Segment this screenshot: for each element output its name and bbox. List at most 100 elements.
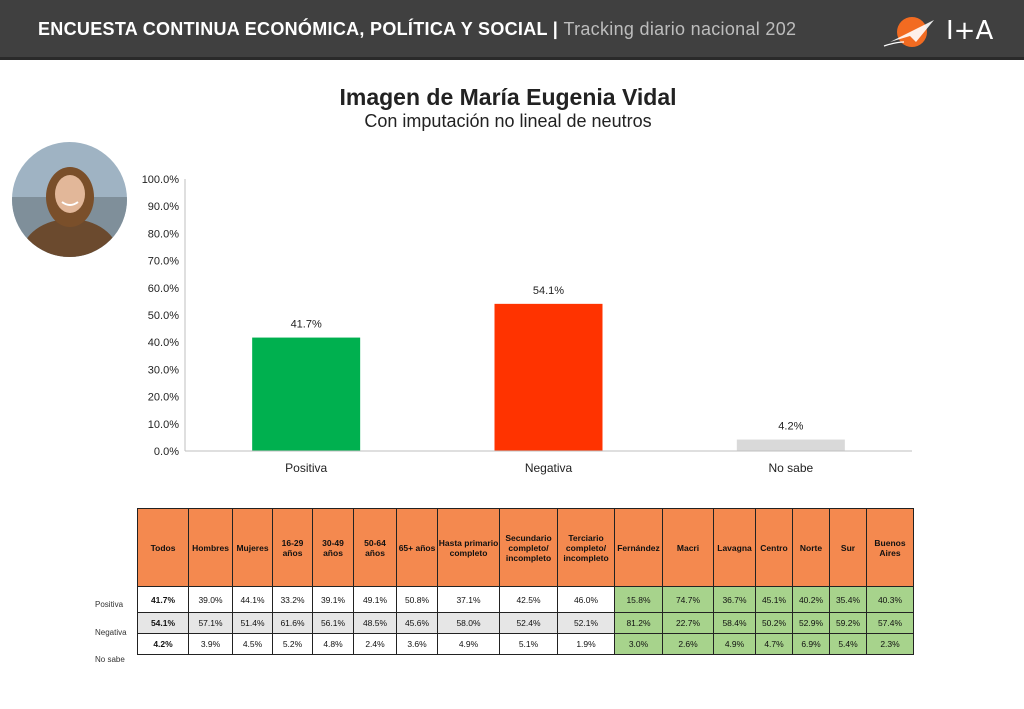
table-cell: 45.6% — [396, 612, 438, 634]
table-cell: 42.5% — [499, 586, 558, 613]
portrait-image — [12, 142, 127, 257]
table-cell: 1.9% — [557, 633, 615, 655]
table-header-cell: Secundario completo/ incompleto — [499, 508, 558, 587]
table-cell: 59.2% — [829, 612, 867, 634]
table-body: 41.7% 39.0% 44.1% 33.2% 39.1% 49.1% 50.8% 37.1%… — [137, 586, 914, 655]
table-cell: 58.4% — [713, 612, 756, 634]
table-cell: 52.9% — [792, 612, 830, 634]
table-cell: 58.0% — [437, 612, 500, 634]
table-cell: 3.6% — [396, 633, 438, 655]
table-header-cell: Terciario completo/ incompleto — [557, 508, 615, 587]
survey-subtitle: Tracking diario nacional 202 — [563, 19, 797, 39]
chart-title: Imagen de María Eugenia Vidal — [339, 84, 677, 110]
y-tick-label: 40.0% — [148, 337, 179, 349]
table-row: 54.1% 57.1% 51.4% 61.6% 56.1% 48.5% 45.6% 58.0%… — [137, 612, 914, 634]
table-cell: 48.5% — [353, 612, 397, 634]
breakdown-table: Todos Hombres Mujeres 16-29 años 30-49 años 5… — [137, 508, 914, 655]
table-cell: 54.1% — [137, 612, 189, 634]
table-cell: 50.8% — [396, 586, 438, 613]
data-label: 41.7% — [291, 319, 322, 331]
bar-chart: 0.0% 10.0% 20.0% 30.0% 40.0% 50.0% 60.0% 70.0% 8… — [142, 174, 912, 475]
table-cell: 2.3% — [866, 633, 914, 655]
table-cell: 3.0% — [614, 633, 663, 655]
table-header-cell: 65+ años — [396, 508, 438, 587]
y-tick-label: 80.0% — [148, 228, 179, 240]
table-cell: 49.1% — [353, 586, 397, 613]
table-cell: 61.6% — [272, 612, 313, 634]
table-cell: 4.8% — [312, 633, 354, 655]
table-cell: 36.7% — [713, 586, 756, 613]
table-row: 4.2% 3.9% 4.5% 5.2% 4.8% 2.4% 3.6% 4.9% 5.1% 1.9%… — [137, 633, 914, 655]
row-label: Positiva — [95, 600, 124, 609]
logo-text: I+A — [946, 16, 994, 46]
table-cell: 22.7% — [662, 612, 714, 634]
table-cell: 39.1% — [312, 586, 354, 613]
table-cell: 37.1% — [437, 586, 500, 613]
bar-no-sabe — [736, 439, 845, 451]
table-cell: 81.2% — [614, 612, 663, 634]
table-cell: 33.2% — [272, 586, 313, 613]
y-tick-label: 30.0% — [148, 364, 179, 376]
table-cell: 4.9% — [713, 633, 756, 655]
table-header-cell: Mujeres — [232, 508, 273, 587]
header-bar: ENCUESTA CONTINUA ECONÓMICA, POLÍTICA Y … — [0, 0, 1024, 60]
x-tick-label: No sabe — [768, 461, 813, 475]
table-row: 41.7% 39.0% 44.1% 33.2% 39.1% 49.1% 50.8% 37.1%… — [137, 586, 914, 613]
table-cell: 2.4% — [353, 633, 397, 655]
table-header-cell: Buenos Aires — [866, 508, 914, 587]
bar-negativa — [494, 303, 603, 451]
table-cell: 6.9% — [792, 633, 830, 655]
table-cell: 4.2% — [137, 633, 189, 655]
bar-positiva — [252, 337, 361, 451]
survey-title-text: ENCUESTA CONTINUA ECONÓMICA, POLÍTICA Y … — [38, 19, 559, 39]
x-tick-label: Positiva — [285, 461, 327, 475]
table-cell: 40.2% — [792, 586, 830, 613]
table-header-cell: 16-29 años — [272, 508, 313, 587]
table-cell: 39.0% — [188, 586, 233, 613]
table-header-cell: Fernández — [614, 508, 663, 587]
table-header-cell: Lavagna — [713, 508, 756, 587]
table-cell: 5.1% — [499, 633, 558, 655]
x-tick-label: Negativa — [525, 461, 573, 475]
table-cell: 15.8% — [614, 586, 663, 613]
y-tick-label: 70.0% — [148, 256, 179, 268]
data-label: 54.1% — [533, 285, 564, 297]
table-header-cell: Macri — [662, 508, 714, 587]
table-cell: 52.4% — [499, 612, 558, 634]
table-header-cell: Todos — [137, 508, 189, 587]
table-cell: 4.9% — [437, 633, 500, 655]
table-cell: 52.1% — [557, 612, 615, 634]
table-cell: 3.9% — [188, 633, 233, 655]
table-header-cell: Sur — [829, 508, 867, 587]
table-header-cell: Centro — [755, 508, 793, 587]
table-header-row: Todos Hombres Mujeres 16-29 años 30-49 años 5… — [137, 508, 914, 587]
table-cell: 51.4% — [232, 612, 273, 634]
y-tick-label: 90.0% — [148, 201, 179, 213]
row-label: Negativa — [95, 628, 127, 637]
table-cell: 41.7% — [137, 586, 189, 613]
table-cell: 5.4% — [829, 633, 867, 655]
bars-group: 41.7% 54.1% 4.2% — [252, 285, 845, 451]
table-cell: 57.1% — [188, 612, 233, 634]
table-header-cell: Norte — [792, 508, 830, 587]
row-label: No sabe — [95, 655, 125, 664]
y-axis: 0.0% 10.0% 20.0% 30.0% 40.0% 50.0% 60.0% 70.0% 8… — [142, 174, 186, 458]
table-cell: 5.2% — [272, 633, 313, 655]
table-header-cell: Hombres — [188, 508, 233, 587]
data-label: 4.2% — [778, 421, 803, 433]
x-axis: Positiva Negativa No sabe — [185, 450, 912, 475]
y-tick-label: 50.0% — [148, 310, 179, 322]
table-cell: 2.6% — [662, 633, 714, 655]
table-cell: 46.0% — [557, 586, 615, 613]
y-tick-label: 20.0% — [148, 392, 179, 404]
y-tick-label: 10.0% — [148, 419, 179, 431]
table-header-cell: 30-49 años — [312, 508, 354, 587]
survey-title: ENCUESTA CONTINUA ECONÓMICA, POLÍTICA Y … — [38, 19, 796, 40]
brand-logo: I+A — [882, 12, 1002, 52]
table-header-cell: Hasta primario completo — [437, 508, 500, 587]
y-tick-label: 100.0% — [142, 174, 180, 186]
y-tick-label: 0.0% — [154, 446, 179, 458]
paper-plane-logo-icon — [883, 17, 934, 47]
table-cell: 56.1% — [312, 612, 354, 634]
table-cell: 74.7% — [662, 586, 714, 613]
